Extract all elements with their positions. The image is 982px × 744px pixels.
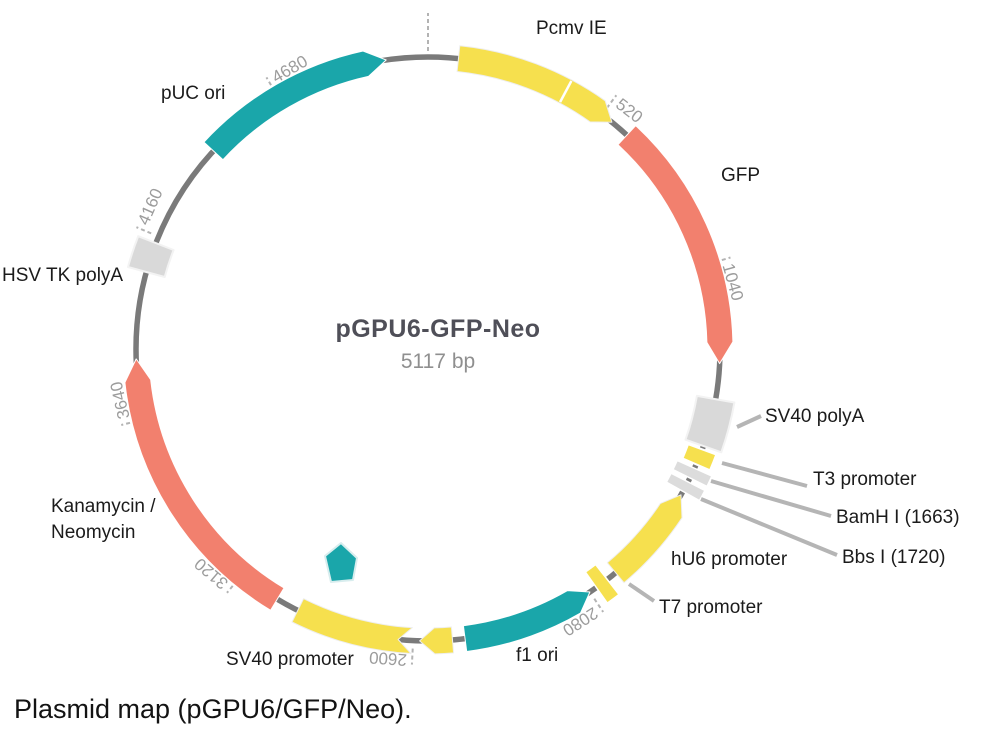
- pentagon-marker: [324, 542, 358, 583]
- feature-arc-bamhi: [672, 459, 713, 488]
- tick-dash-2600: [410, 648, 414, 665]
- tick-label-4160: 4160: [134, 186, 167, 228]
- feature-arc-kanamycin_neomycin: [124, 358, 285, 611]
- feature-label-t3_promoter: T3 promoter: [813, 469, 917, 490]
- feature-label-bbsi: Bbs I (1720): [842, 547, 946, 568]
- feature-label-t7_promoter: T7 promoter: [659, 597, 763, 618]
- feature-arc-t3_promoter: [681, 443, 718, 472]
- tick-dash-2080: [593, 598, 604, 613]
- plasmid-name: pGPU6-GFP-Neo: [335, 315, 541, 343]
- leader-lines: [627, 414, 838, 603]
- plasmid-size: 5117 bp: [400, 350, 476, 373]
- feature-arc-hu6_promoter: [606, 494, 683, 584]
- feature-arc-sv40_promoter: [291, 598, 413, 654]
- tick-label-520: 520: [612, 95, 646, 127]
- feature-label-puc_ori: pUC ori: [161, 83, 226, 104]
- feature-arc-pcmv_ie: [456, 45, 613, 123]
- feature-arc-bbsi: [665, 472, 706, 502]
- feature-divider-pcmv_ie: [558, 80, 573, 103]
- feature-label-hu6_promoter: hU6 promoter: [671, 549, 788, 570]
- feature-arc-sv40_ori_arrow: [419, 626, 455, 655]
- pentagon-marker-shape: [324, 542, 358, 583]
- feature-label-gfp: GFP: [721, 165, 761, 186]
- leader-line-bbsi: [700, 497, 838, 557]
- feature-arcs: [124, 45, 736, 655]
- leader-line-t7_promoter: [627, 582, 656, 603]
- feature-arc-f1_ori: [462, 590, 591, 652]
- feature-label-sv40_promoter: SV40 promoter: [226, 649, 354, 670]
- figure-caption: Plasmid map (pGPU6/GFP/Neo).: [14, 694, 412, 724]
- tick-label-2600: 2600: [368, 648, 407, 670]
- feature-arc-t7_promoter: [584, 563, 620, 604]
- feature-label-pcmv_ie: Pcmv IE: [536, 18, 607, 39]
- leader-line-t3_promoter: [721, 461, 808, 488]
- feature-label-f1_ori: f1 ori: [516, 645, 559, 666]
- tick-dash-520: [605, 94, 618, 109]
- feature-label-sv40_polya: SV40 polyA: [765, 406, 865, 427]
- feature-label-kanamycin_neomycin: Kanamycin / Neomycin: [51, 496, 156, 543]
- feature-arc-hsv_tk_polya: [127, 235, 175, 278]
- feature-label-bamhi: BamH I (1663): [836, 507, 960, 528]
- feature-arc-puc_ori: [203, 50, 387, 161]
- tick-dash-4160: [136, 226, 152, 235]
- feature-arc-sv40_polya: [684, 394, 736, 454]
- leader-line-sv40_polya: [736, 414, 762, 429]
- feature-arc-gfp: [617, 125, 734, 365]
- feature-label-hsv_tk_polya: HSV TK polyA: [2, 265, 124, 286]
- leader-line-bamhi: [710, 479, 832, 518]
